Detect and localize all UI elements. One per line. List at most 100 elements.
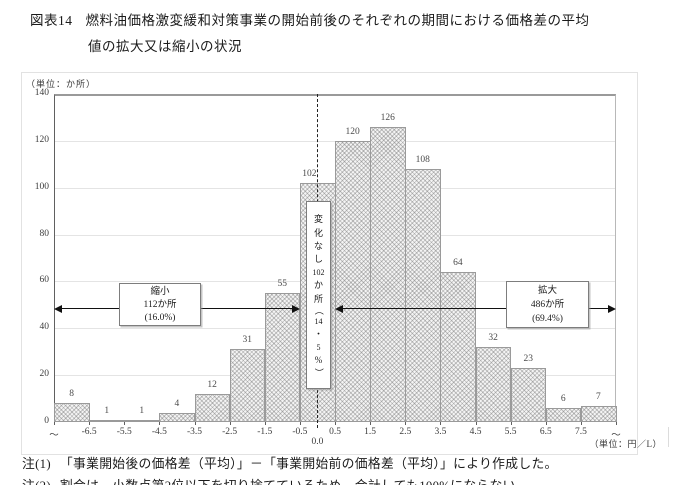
x-tick-mark (370, 422, 372, 425)
figure-title-text: 燃料油価格激変緩和対策事業の開始前後のそれぞれの期間における価格差の平均 (85, 13, 590, 28)
histogram-bar (405, 168, 441, 422)
x-tick-label: -2.5 (222, 427, 238, 437)
footnote-2-label: 注(2) (22, 479, 51, 485)
x-tick-mark (580, 422, 582, 425)
footnote-2-text: 割合は、小数点第2位以下を切り捨てているため、合計しても100%にならない (60, 479, 516, 485)
chart-area: （単位：か所） 縮小 112か所 (16.0%) 拡大 486か所 (69.4%… (21, 72, 662, 455)
x-tick-label: 1.5 (364, 427, 377, 437)
no-change-text-segment: 5 (316, 343, 321, 353)
expand-count: 486か所 (530, 300, 565, 310)
x-tick-mark (475, 422, 477, 425)
y-tick-label: 60 (39, 275, 50, 286)
y-tick-label: 120 (34, 134, 49, 145)
bar-value-label: 64 (453, 258, 463, 269)
histogram-bar (335, 140, 371, 422)
no-change-text-segment: 102 (312, 268, 325, 278)
no-change-text-segment: ・ (313, 329, 323, 339)
no-change-text-segment: 変 (313, 214, 323, 225)
y-tick-label: 40 (39, 322, 50, 333)
bar-value-label: 12 (207, 379, 217, 390)
footnote-1-label: 注(1) (22, 457, 51, 471)
x-tick-mark (54, 422, 55, 425)
zero-tick-label: 0.0 (311, 437, 324, 447)
bar-value-label: 31 (242, 335, 252, 346)
no-change-annotation-box: 変化なし 102 か所（14 ・ 5%） (306, 201, 331, 389)
figure-number: 図表14 (30, 13, 73, 28)
histogram-bar (194, 393, 231, 422)
shrink-arrow-left-head (54, 305, 62, 313)
bar-value-label: 126 (380, 112, 395, 123)
x-tick-label: 2.5 (399, 427, 412, 437)
expand-label: 拡大 (537, 286, 557, 296)
no-change-text-segment: （ (313, 305, 324, 315)
bar-value-label: 102 (302, 169, 317, 179)
bar-value-label: 7 (596, 391, 601, 402)
expand-arrow-right-head (608, 305, 616, 313)
bar-value-label: 8 (69, 389, 74, 400)
x-tick-label: 5.5 (504, 427, 517, 437)
histogram-bar (370, 126, 406, 422)
x-tick-mark (405, 422, 407, 425)
expand-arrow-left-segment (343, 308, 506, 309)
histogram-bar (264, 293, 301, 422)
x-tick-mark (229, 422, 231, 425)
y-tick-label: 100 (34, 181, 49, 192)
y-tick-label: 80 (39, 228, 50, 239)
figure-title-line2: 値の拡大又は縮小の状況 (88, 39, 242, 54)
y-tick-label: 0 (44, 416, 49, 426)
expand-annotation-box: 拡大 486か所 (69.4%) (506, 281, 589, 328)
x-tick-label: 6.5 (539, 427, 552, 437)
x-tick-mark (299, 422, 301, 425)
histogram-bar (440, 272, 476, 422)
footnote-1: 注(1) 「事業開始後の価格差（平均）」－「事業開始前の価格差（平均）」により作成… (22, 453, 558, 472)
x-tick-label: -3.5 (186, 427, 203, 437)
x-tick-label: ～ (49, 431, 59, 441)
x-tick-mark (159, 422, 161, 425)
shrink-percent: (16.0%) (144, 313, 176, 323)
y-tick-label: 140 (34, 88, 49, 98)
histogram-bar (510, 368, 547, 422)
x-tick-mark (440, 422, 442, 425)
shrink-label: 縮小 (150, 287, 170, 297)
x-tick-label: 0.5 (329, 427, 341, 437)
x-tick-mark (89, 422, 91, 425)
scan-artifact-line (668, 427, 669, 447)
histogram-bar (54, 403, 90, 422)
no-change-text-segment: % (314, 355, 323, 366)
no-change-text-segment: か (313, 280, 323, 291)
x-tick-label: 3.5 (434, 427, 447, 437)
histogram-bar (580, 405, 617, 422)
x-tick-label: -1.5 (257, 427, 273, 437)
x-tick-mark (545, 422, 547, 425)
shrink-arrow-right-head (292, 305, 300, 313)
bar-value-label: 55 (277, 279, 288, 290)
shrink-count: 112か所 (143, 300, 177, 310)
y-axis-unit-label: （単位：か所） (26, 79, 97, 89)
no-change-text-segment: 所 (313, 293, 323, 304)
x-tick-label: 7.5 (574, 427, 587, 437)
bar-value-label: 4 (174, 398, 180, 409)
expand-arrow-right-segment (589, 308, 608, 309)
shrink-arrow-right-segment (201, 308, 292, 309)
bar-value-label: 1 (104, 405, 110, 416)
no-change-text-segment: ） (313, 367, 324, 377)
x-tick-mark (124, 422, 126, 425)
x-tick-label: -5.5 (116, 427, 132, 437)
x-axis-unit-label: （単位：円／L） (589, 439, 662, 449)
expand-percent: (69.4%) (532, 314, 563, 324)
x-tick-mark (335, 422, 336, 425)
histogram-bar (545, 407, 582, 422)
bar-value-label: 6 (560, 393, 566, 404)
bar-value-label: 32 (488, 333, 498, 343)
y-tick-label: 20 (39, 369, 50, 380)
x-tick-mark (264, 422, 266, 425)
x-tick-label: -4.5 (151, 427, 167, 437)
no-change-text-segment: 化 (313, 227, 323, 238)
x-tick-label: -6.5 (81, 427, 97, 437)
no-change-text-segment: 14 (314, 316, 323, 326)
bar-value-label: 23 (523, 354, 533, 365)
x-tick-label: 4.5 (469, 427, 482, 437)
no-change-text-segment: し (313, 253, 323, 264)
histogram-bar (124, 419, 160, 422)
